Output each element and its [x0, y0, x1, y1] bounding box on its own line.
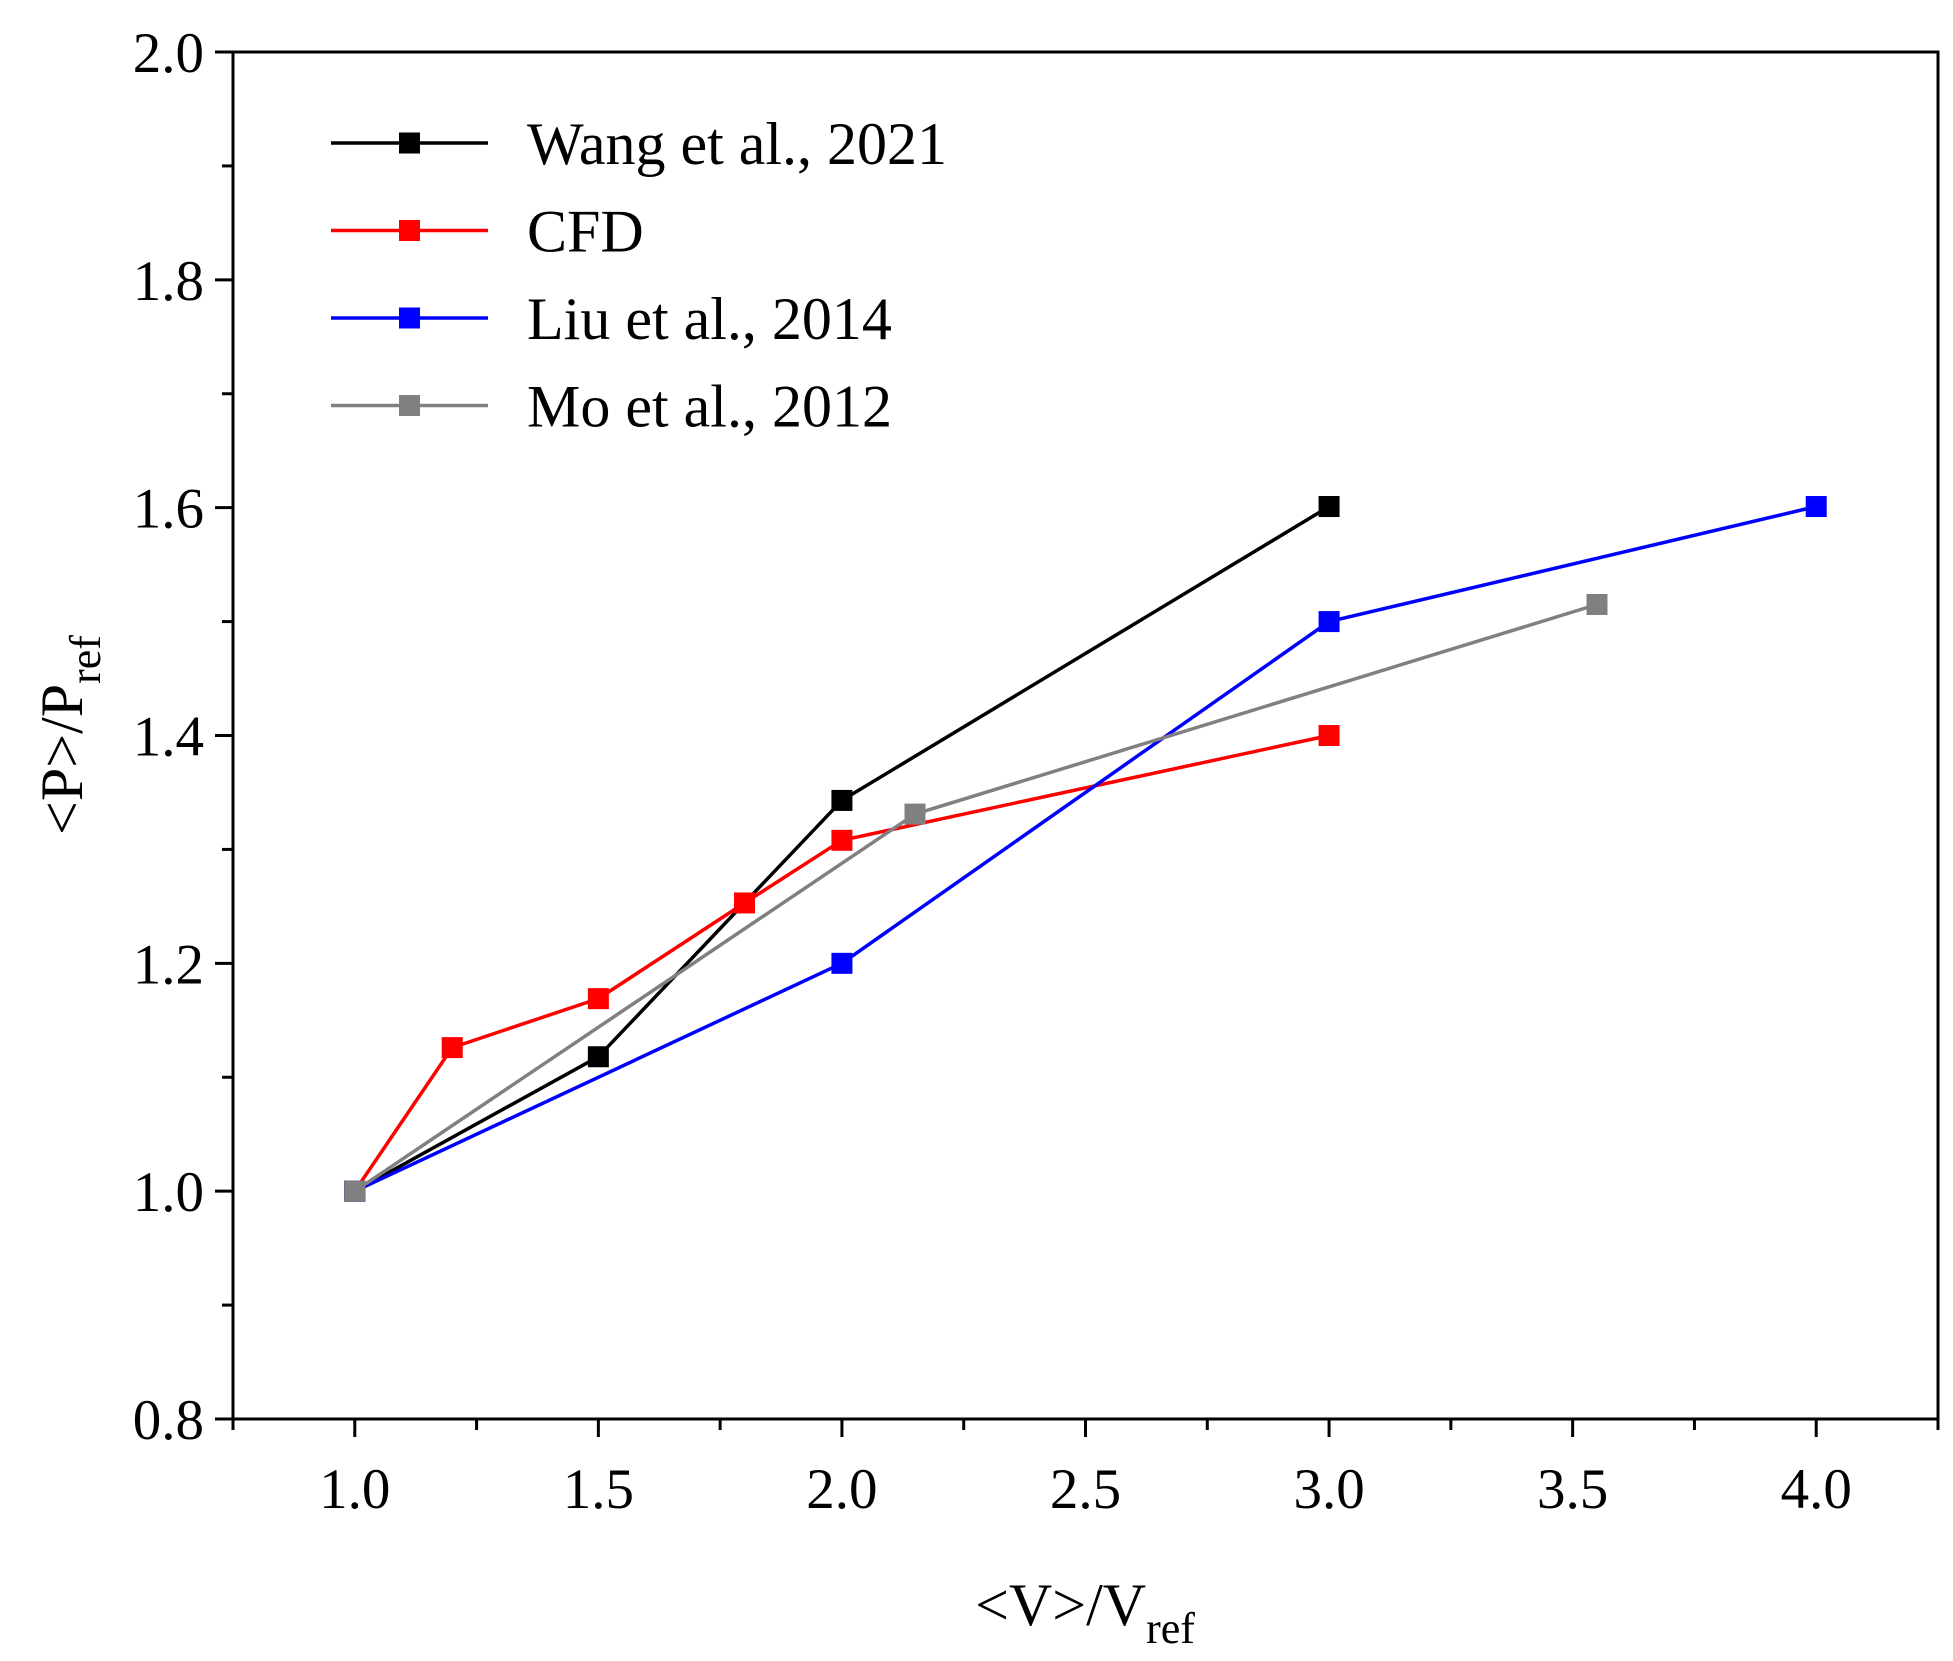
series-line — [353, 505, 1331, 1193]
y-tick-label: 1.8 — [133, 250, 204, 313]
x-axis-title: <V>/Vref — [975, 1572, 1195, 1653]
data-point — [1586, 593, 1608, 615]
data-point — [587, 1046, 609, 1068]
legend-label: Mo et al., 2012 — [527, 374, 892, 440]
data-point — [1318, 725, 1340, 746]
y-tick-label: 1.0 — [133, 1161, 204, 1224]
legend-label: Liu et al., 2014 — [527, 286, 892, 352]
x-tick-label: 2.0 — [806, 1458, 877, 1521]
series-layer — [344, 496, 1827, 1202]
y-axis-title: <P>/Pref — [29, 635, 110, 835]
data-point — [831, 952, 853, 974]
y-tick-label: 1.6 — [133, 478, 204, 541]
legend-marker — [399, 395, 420, 416]
legend-entry: Wang et al., 2021 — [331, 111, 947, 177]
data-point — [831, 829, 853, 851]
x-tick-label: 3.0 — [1293, 1458, 1364, 1521]
ticks-layer: 1.0 1.5 2.0 2.5 3.0 3.5 4.0 0.8 1.0 1.2 1.4 1.6 1.8 2… — [133, 22, 1940, 1521]
legend-label: CFD — [527, 199, 644, 265]
data-point — [734, 892, 755, 914]
data-point — [587, 988, 609, 1010]
x-tick-label: 4.0 — [1781, 1458, 1852, 1521]
legend-entry: CFD — [331, 199, 644, 265]
y-tick-label: 1.2 — [133, 933, 204, 996]
legend-marker — [399, 220, 420, 241]
data-point — [1318, 611, 1340, 633]
series-line — [354, 504, 1817, 1193]
legend: Wang et al., 2021 CFD Liu et al., 2014 Mo e… — [331, 111, 947, 440]
x-tick-label: 2.5 — [1050, 1458, 1121, 1521]
legend-marker — [399, 132, 420, 154]
y-tick-label: 1.4 — [133, 706, 204, 769]
x-tick-label: 3.5 — [1537, 1458, 1608, 1521]
data-point — [344, 1180, 366, 1202]
legend-label: Wang et al., 2021 — [527, 111, 947, 177]
legend-marker — [399, 307, 420, 329]
x-tick-label: 1.0 — [319, 1458, 390, 1521]
data-point — [1318, 496, 1340, 518]
data-point — [904, 803, 926, 825]
legend-entry: Liu et al., 2014 — [331, 286, 892, 352]
y-tick-label: 0.8 — [133, 1389, 204, 1452]
data-point — [441, 1037, 463, 1059]
x-tick-label: 1.5 — [563, 1458, 634, 1521]
data-point — [831, 789, 853, 811]
plot-frame — [231, 50, 1940, 1421]
series-3 — [344, 593, 1608, 1202]
legend-entry: Mo et al., 2012 — [331, 374, 892, 440]
y-tick-label: 2.0 — [133, 22, 204, 85]
data-point — [1805, 496, 1827, 518]
